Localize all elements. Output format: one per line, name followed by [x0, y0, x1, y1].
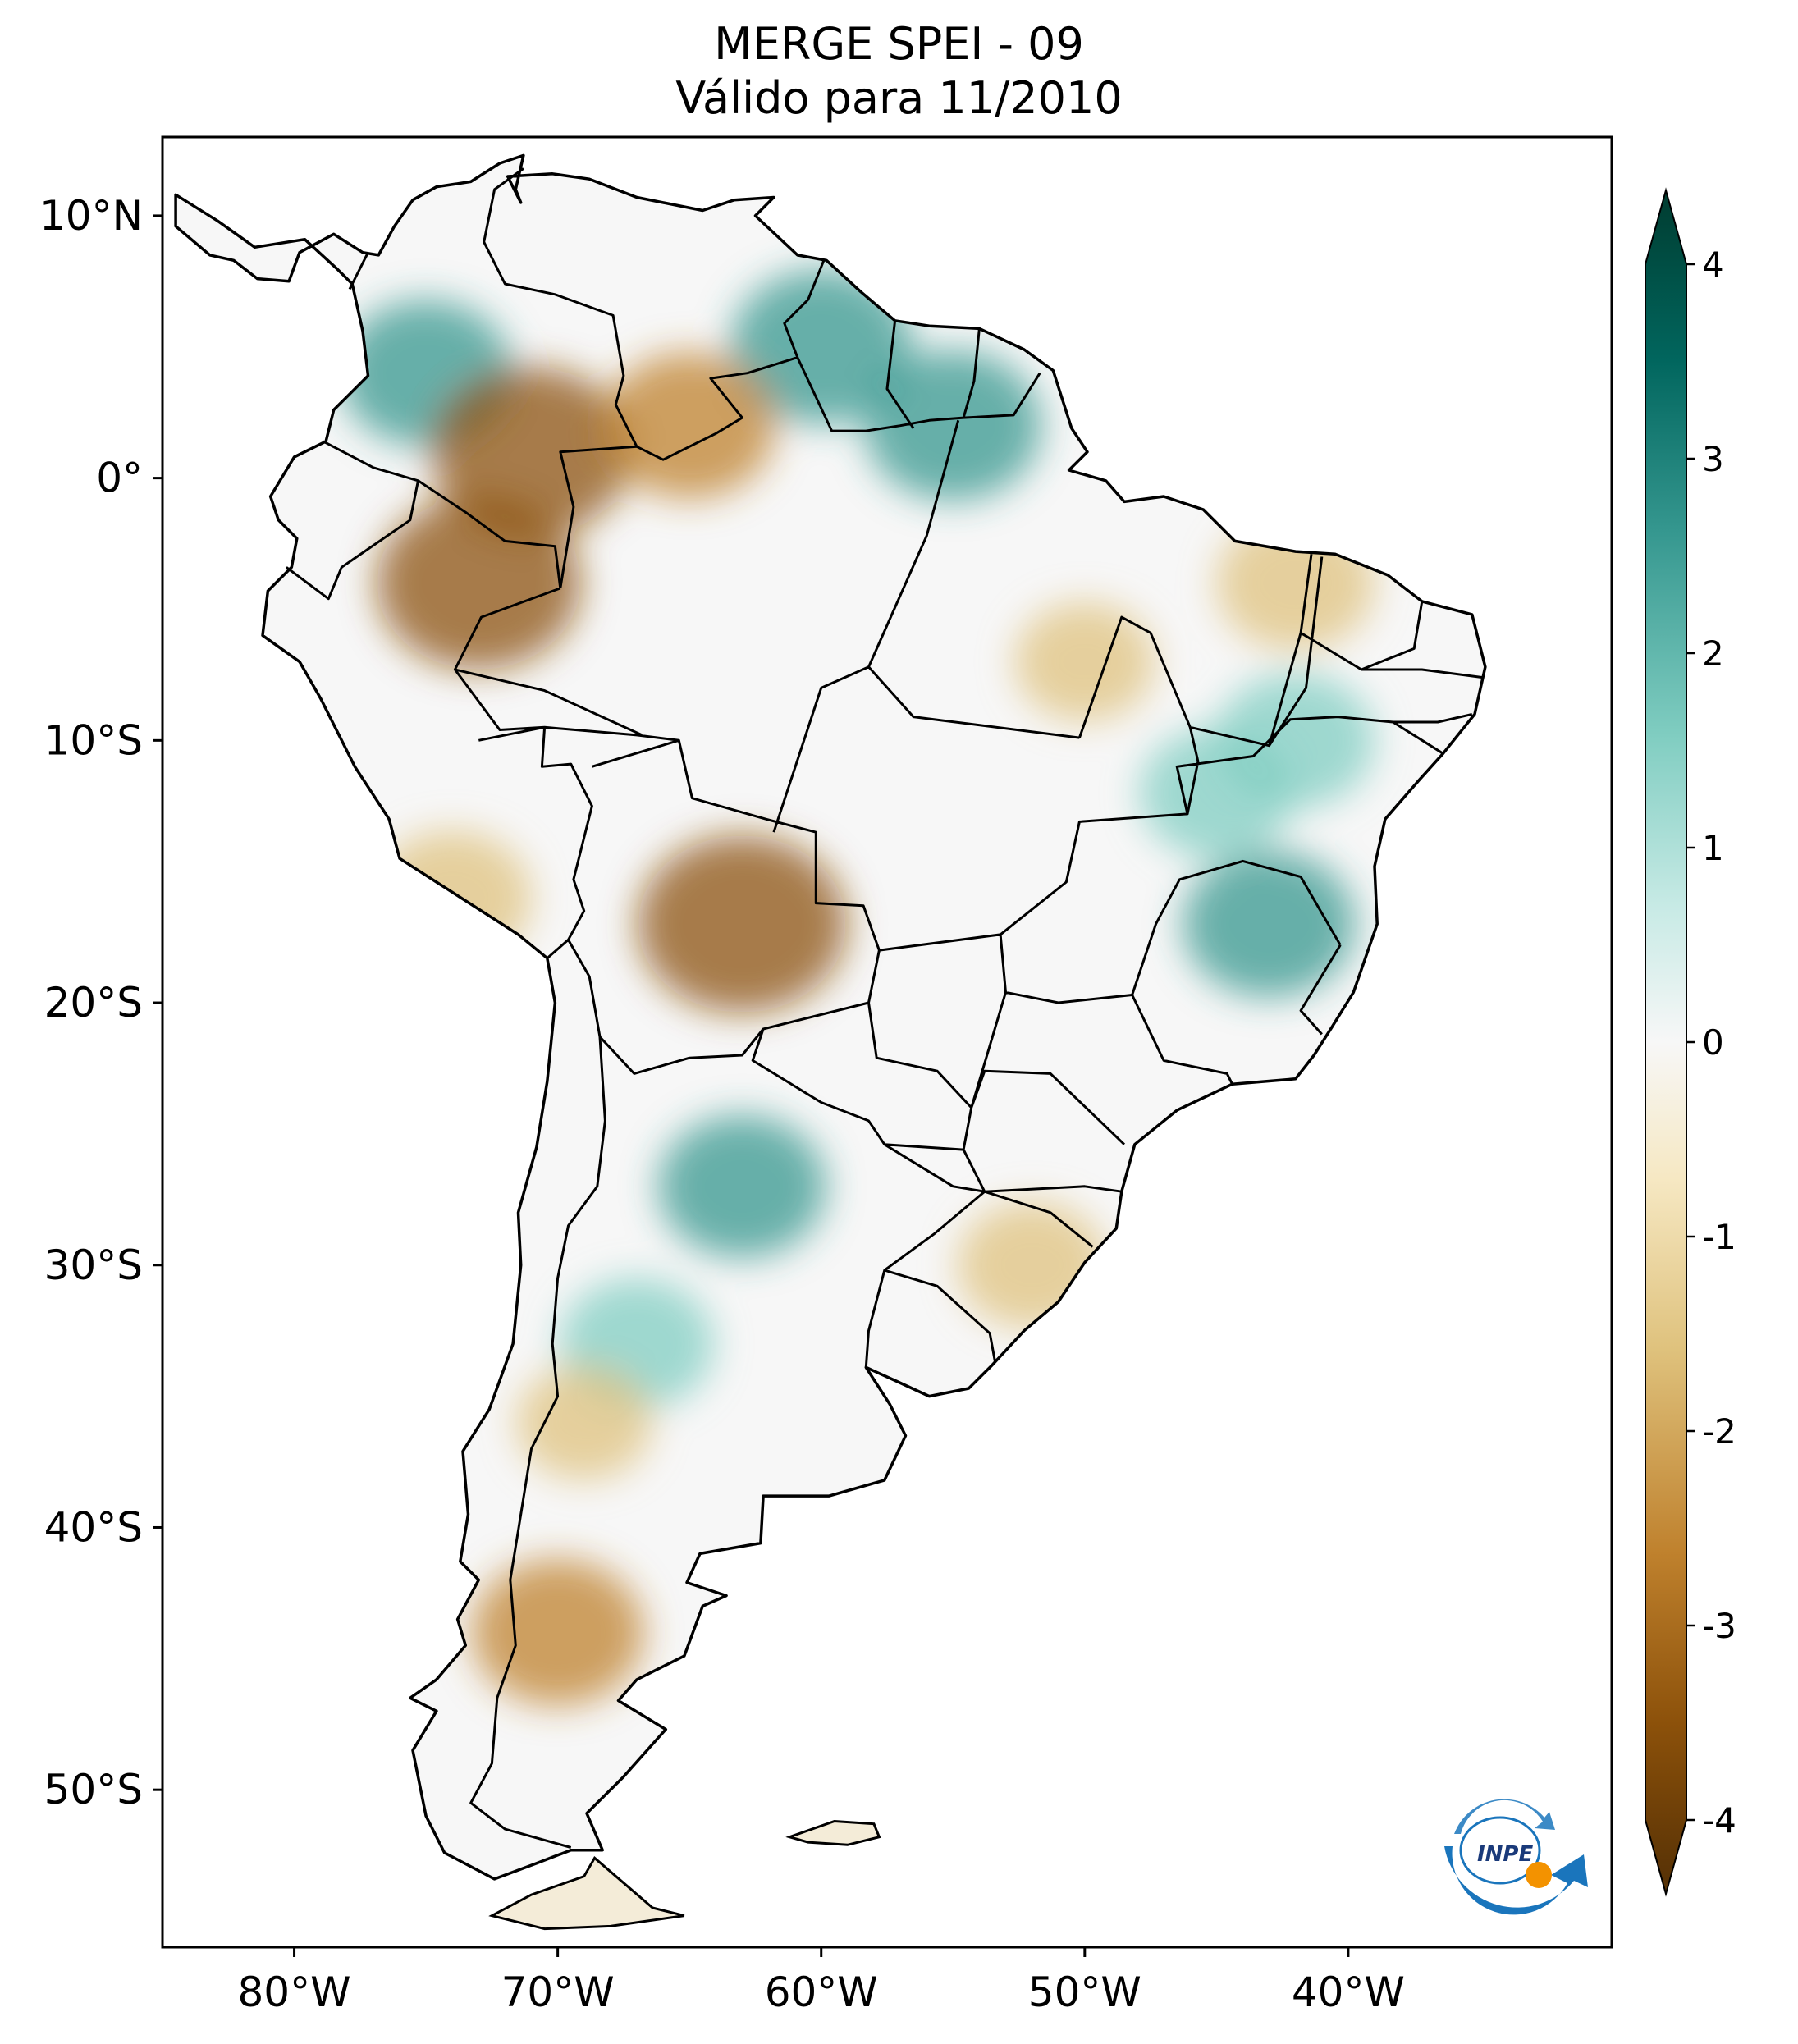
colorbar-tick-label: 1 — [1702, 828, 1724, 868]
colorbar-tick-label: 3 — [1702, 439, 1724, 479]
lon-tick-label: 70°W — [501, 1969, 615, 2016]
lat-tick-label: 0° — [96, 455, 143, 502]
lat-tick-label: 40°S — [44, 1503, 143, 1551]
spei-anomaly-region — [376, 496, 581, 670]
latitude-axis: 10°N 0° 10°S 20°S 30°S 40°S 50°S — [39, 192, 162, 1813]
spei-anomaly-region — [638, 835, 847, 1013]
colorbar-tick-label: -2 — [1702, 1411, 1736, 1452]
tierra-del-fuego — [488, 1855, 685, 1931]
spei-anomaly-region — [1183, 851, 1356, 998]
spei-anomaly-region — [431, 367, 632, 537]
inpe-logo-text: INPE — [1477, 1842, 1533, 1867]
colorbar-tick-label: 0 — [1702, 1022, 1724, 1063]
spei-field — [176, 155, 1485, 1879]
colorbar-tick-label: -1 — [1702, 1217, 1736, 1257]
lat-tick-label: 10°S — [44, 716, 143, 764]
lat-tick-label: 30°S — [44, 1241, 143, 1289]
lon-tick-label: 80°W — [238, 1969, 351, 2016]
spei-anomaly-region — [471, 1559, 644, 1706]
spei-anomaly-region — [516, 1365, 652, 1480]
country-borders — [286, 167, 1483, 1849]
colorbar-tick-label: -3 — [1702, 1606, 1736, 1646]
colorbar-tick-label: 2 — [1702, 633, 1724, 674]
spei-anomaly-region — [658, 1115, 826, 1258]
map-subtitle: Válido para 11/2010 — [675, 72, 1123, 124]
lon-tick-label: 50°W — [1028, 1969, 1141, 2016]
colorbar: 4 3 2 1 0 -1 -2 -3 -4 — [1645, 187, 1736, 1897]
spei-anomaly-region — [1216, 673, 1375, 808]
longitude-axis: 80°W 70°W 60°W 50°W 40°W — [238, 1947, 1405, 2016]
spei-anomaly-region — [603, 352, 775, 499]
lon-tick-label: 60°W — [765, 1969, 878, 2016]
colorbar-scale — [1645, 187, 1687, 1897]
spei-anomaly-region — [1014, 602, 1155, 721]
falkland-islands — [785, 1819, 881, 1846]
lat-tick-label: 10°N — [39, 192, 143, 240]
map-title: MERGE SPEI - 09 — [714, 18, 1084, 70]
lat-tick-label: 20°S — [44, 979, 143, 1027]
spei-anomaly-region — [730, 269, 913, 424]
spei-anomaly-region — [864, 350, 1041, 501]
lon-tick-label: 40°W — [1292, 1969, 1405, 2016]
lat-tick-label: 50°S — [44, 1766, 143, 1813]
inpe-logo: INPE — [1444, 1799, 1588, 1915]
colorbar-tick-label: -4 — [1702, 1800, 1736, 1841]
colorbar-tick-label: 4 — [1702, 245, 1724, 285]
coastline — [174, 153, 1487, 1931]
